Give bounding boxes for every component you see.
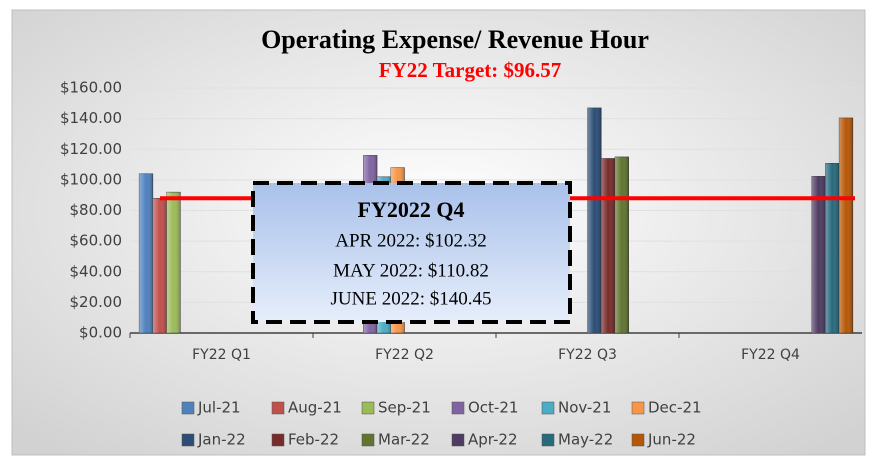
legend-label: Jun-22: [647, 431, 696, 449]
y-tick-label: $140.00: [60, 109, 122, 127]
legend-swatch: [271, 433, 285, 447]
callout-title: FY2022 Q4: [358, 197, 465, 222]
callout-line: JUNE 2022: $140.45: [331, 288, 492, 309]
legend-swatch: [181, 433, 195, 447]
legend-label: Feb-22: [288, 431, 339, 449]
legend-label: Oct-21: [468, 399, 518, 417]
legend-label: Apr-22: [468, 431, 518, 449]
bar: [838, 117, 854, 334]
legend-label: Jan-22: [197, 431, 246, 449]
bar: [600, 158, 616, 334]
legend-swatch: [451, 401, 465, 415]
x-tick-label: FY22 Q1: [192, 347, 251, 363]
legend-swatch: [271, 401, 285, 415]
callout: FY2022 Q4 APR 2022: $102.32 MAY 2022: $1…: [251, 181, 572, 324]
legend-swatch: [631, 433, 645, 447]
legend-label: Sep-21: [378, 399, 431, 417]
y-tick-label: $40.00: [70, 262, 123, 280]
chart-subtitle: FY22 Target: $96.57: [379, 58, 562, 82]
callout-line: APR 2022: $102.32: [335, 230, 487, 251]
legend-label: Aug-21: [288, 399, 342, 417]
callout-line: MAY 2022: $110.82: [333, 260, 489, 281]
x-tick-label: FY22 Q2: [375, 347, 434, 363]
bar: [587, 107, 602, 334]
x-tick-label: FY22 Q4: [741, 347, 800, 363]
bar: [152, 198, 167, 334]
legend-swatch: [541, 433, 555, 447]
legend-label: Jul-21: [197, 399, 241, 417]
legend-label: Nov-21: [558, 399, 611, 417]
bar: [166, 191, 181, 334]
bar: [138, 173, 154, 334]
y-tick-label: $100.00: [60, 170, 122, 188]
legend-label: Dec-21: [648, 399, 702, 417]
legend-swatch: [361, 433, 375, 447]
y-tick-label: $160.00: [60, 79, 122, 97]
y-tick-label: $0.00: [79, 324, 122, 342]
y-tick-label: $80.00: [70, 201, 123, 219]
bar: [614, 156, 629, 334]
y-tick-label: $60.00: [70, 232, 123, 250]
callout-box: [251, 181, 572, 324]
bar: [825, 163, 840, 334]
legend-swatch: [541, 401, 555, 415]
legend-label: Mar-22: [378, 431, 430, 449]
legend-swatch: [181, 401, 195, 415]
legend-swatch: [631, 401, 645, 415]
y-tick-label: $20.00: [70, 293, 123, 311]
legend-swatch: [361, 401, 375, 415]
legend-swatch: [451, 433, 465, 447]
x-tick-label: FY22 Q3: [558, 347, 617, 363]
chart-title: Operating Expense/ Revenue Hour: [261, 25, 649, 54]
y-tick-label: $120.00: [60, 140, 122, 158]
legend-label: May-22: [558, 431, 613, 449]
